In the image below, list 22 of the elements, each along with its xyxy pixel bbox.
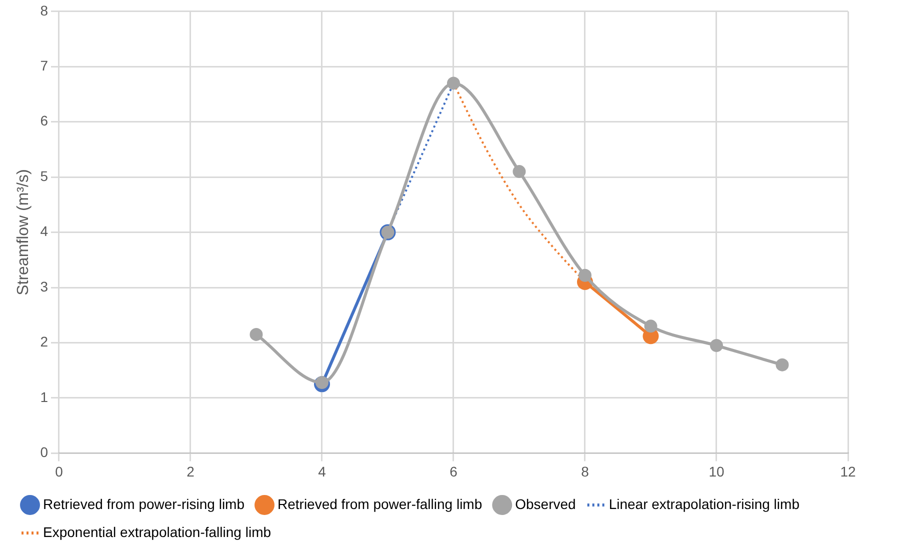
y-tick-label: 7 <box>40 57 48 74</box>
y-tick-label: 2 <box>40 334 48 350</box>
x-tick-label: 0 <box>55 463 64 480</box>
y-tick-label: 8 <box>40 2 48 18</box>
legend-label: Retrieved from power-rising limb <box>43 496 245 512</box>
x-tick-label: 10 <box>708 463 724 480</box>
y-tick-label: 1 <box>40 388 48 405</box>
y-axis-title: Streamflow (m³/s) <box>15 169 32 296</box>
y-tick-label: 4 <box>40 223 48 240</box>
y-tick-label: 0 <box>40 444 48 460</box>
x-tick-label: 8 <box>581 463 590 480</box>
legend-label: Exponential extrapolation-falling limb <box>43 524 272 540</box>
y-tick-label: 5 <box>40 168 48 184</box>
legend-label: Retrieved from power-falling limb <box>278 496 482 512</box>
x-tick-label: 6 <box>450 463 458 480</box>
x-tick-label: 2 <box>186 463 195 480</box>
y-tick-label: 3 <box>40 278 48 294</box>
x-tick-label: 4 <box>318 463 326 480</box>
x-tick-label: 12 <box>840 463 856 480</box>
legend-label: Linear extrapolation-rising limb <box>608 496 800 512</box>
legend-label: Observed <box>515 496 576 512</box>
y-tick-label: 6 <box>40 112 48 129</box>
